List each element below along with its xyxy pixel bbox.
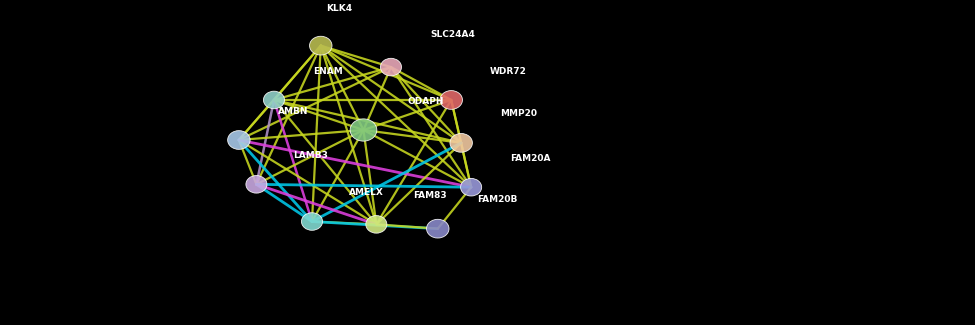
Text: ODAPH: ODAPH [408,97,444,106]
Ellipse shape [366,215,387,233]
Ellipse shape [350,119,376,141]
Text: AMELX: AMELX [349,188,384,197]
Ellipse shape [460,178,482,196]
Ellipse shape [426,219,449,238]
Text: AMBN: AMBN [278,107,308,116]
Ellipse shape [440,91,462,109]
Text: ENAM: ENAM [313,67,343,76]
Text: FAM20A: FAM20A [510,154,551,163]
Text: MMP20: MMP20 [500,110,537,119]
Ellipse shape [380,58,402,76]
Text: WDR72: WDR72 [490,67,527,76]
Ellipse shape [246,176,267,193]
Text: FAM20B: FAM20B [477,195,517,204]
Ellipse shape [449,134,473,152]
Ellipse shape [301,213,323,230]
Text: LAMB3: LAMB3 [293,151,329,160]
Text: SLC24A4: SLC24A4 [430,30,475,39]
Ellipse shape [227,131,251,150]
Text: FAM83: FAM83 [413,191,447,200]
Ellipse shape [309,36,332,55]
Text: KLK4: KLK4 [326,4,352,13]
Ellipse shape [263,91,285,109]
